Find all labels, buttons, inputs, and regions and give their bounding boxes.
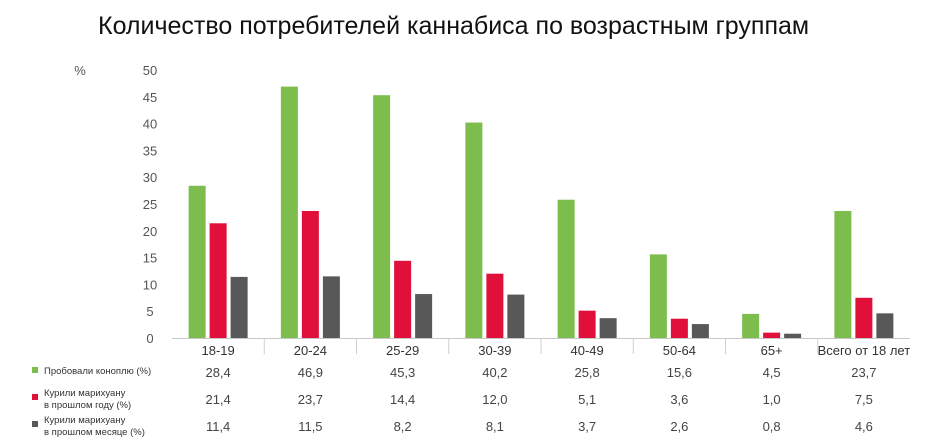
- table-cell: 2,6: [670, 419, 688, 434]
- bar: [670, 318, 688, 338]
- table-cell: 5,1: [578, 392, 596, 407]
- legend-label: Курили марихуану: [44, 388, 126, 399]
- table-cell: 12,0: [482, 392, 507, 407]
- bar: [507, 294, 525, 338]
- y-tick-label: 50: [143, 63, 157, 78]
- table-cell: 46,9: [298, 365, 323, 380]
- x-tick-label: 65+: [761, 343, 783, 358]
- bar: [742, 313, 760, 338]
- x-tick-label: 18-19: [202, 343, 235, 358]
- table-cell: 21,4: [205, 392, 230, 407]
- bar: [188, 185, 206, 338]
- table-cell: 4,6: [855, 419, 873, 434]
- bar: [486, 273, 504, 338]
- y-tick-label: 20: [143, 224, 157, 239]
- table-cell: 40,2: [482, 365, 507, 380]
- y-tick-label: 35: [143, 143, 157, 158]
- table-cell: 3,7: [578, 419, 596, 434]
- bar: [855, 297, 873, 338]
- bar: [784, 333, 802, 338]
- x-tick-label: 20-24: [294, 343, 327, 358]
- table-cell: 7,5: [855, 392, 873, 407]
- table-cell: 0,8: [763, 419, 781, 434]
- bar: [465, 122, 483, 338]
- y-tick-label: 25: [143, 197, 157, 212]
- bar: [230, 276, 248, 338]
- x-tick-label: Всего от 18 лет: [818, 343, 911, 358]
- chart-title: Количество потребителей каннабиса по воз…: [98, 12, 810, 40]
- bar: [599, 318, 617, 338]
- y-axis-unit: %: [74, 63, 86, 78]
- bar: [649, 254, 667, 338]
- legend-swatch: [32, 367, 38, 373]
- table-cell: 25,8: [574, 365, 599, 380]
- table-cell: 3,6: [670, 392, 688, 407]
- bar: [763, 332, 781, 338]
- y-tick-label: 15: [143, 251, 157, 266]
- bar: [280, 86, 298, 338]
- x-tick-label: 30-39: [478, 343, 511, 358]
- x-tick-label: 25-29: [386, 343, 419, 358]
- legend-label: Пробовали коноплю (%): [44, 366, 151, 377]
- y-axis: 0 5 10 15 20 25 30 35 40 45 50%: [74, 63, 157, 346]
- x-tick-label: 50-64: [663, 343, 696, 358]
- data-table: Пробовали коноплю (%) 28,4 46,9 45,3 40,2 25,…: [32, 365, 877, 438]
- table-cell: 23,7: [298, 392, 323, 407]
- table-cell: 23,7: [851, 365, 876, 380]
- bar: [322, 276, 340, 338]
- table-cell: 8,2: [394, 419, 412, 434]
- x-axis: 18-19 20-24 25-29 30-39 40-49 50-64 65+ Всего о…: [172, 338, 910, 358]
- bars: [188, 86, 894, 338]
- y-tick-label: 40: [143, 117, 157, 132]
- bar: [578, 310, 596, 338]
- legend-swatch: [32, 421, 38, 427]
- bar: [876, 313, 894, 338]
- y-tick-label: 5: [146, 304, 153, 319]
- legend-label: в прошлом году (%): [44, 400, 131, 411]
- table-cell: 45,3: [390, 365, 415, 380]
- table-cell: 14,4: [390, 392, 415, 407]
- legend-label: в прошлом месяце (%): [44, 427, 145, 438]
- legend-label: Курили марихуану: [44, 415, 126, 426]
- table-cell: 4,5: [763, 365, 781, 380]
- bar: [394, 260, 412, 338]
- bar: [373, 95, 391, 338]
- y-tick-label: 45: [143, 90, 157, 105]
- table-cell: 28,4: [205, 365, 230, 380]
- bar: [691, 324, 709, 338]
- bar: [834, 210, 852, 338]
- bar: [415, 294, 433, 338]
- y-tick-label: 0: [146, 331, 153, 346]
- bar: [209, 223, 227, 338]
- table-cell: 1,0: [763, 392, 781, 407]
- y-tick-label: 10: [143, 277, 157, 292]
- bar: [557, 199, 575, 338]
- bar: [301, 210, 319, 338]
- table-cell: 15,6: [667, 365, 692, 380]
- table-cell: 11,4: [206, 419, 230, 434]
- table-cell: 11,5: [298, 419, 322, 434]
- x-tick-label: 40-49: [571, 343, 604, 358]
- y-tick-label: 30: [143, 170, 157, 185]
- table-cell: 8,1: [486, 419, 504, 434]
- legend-swatch: [32, 394, 38, 400]
